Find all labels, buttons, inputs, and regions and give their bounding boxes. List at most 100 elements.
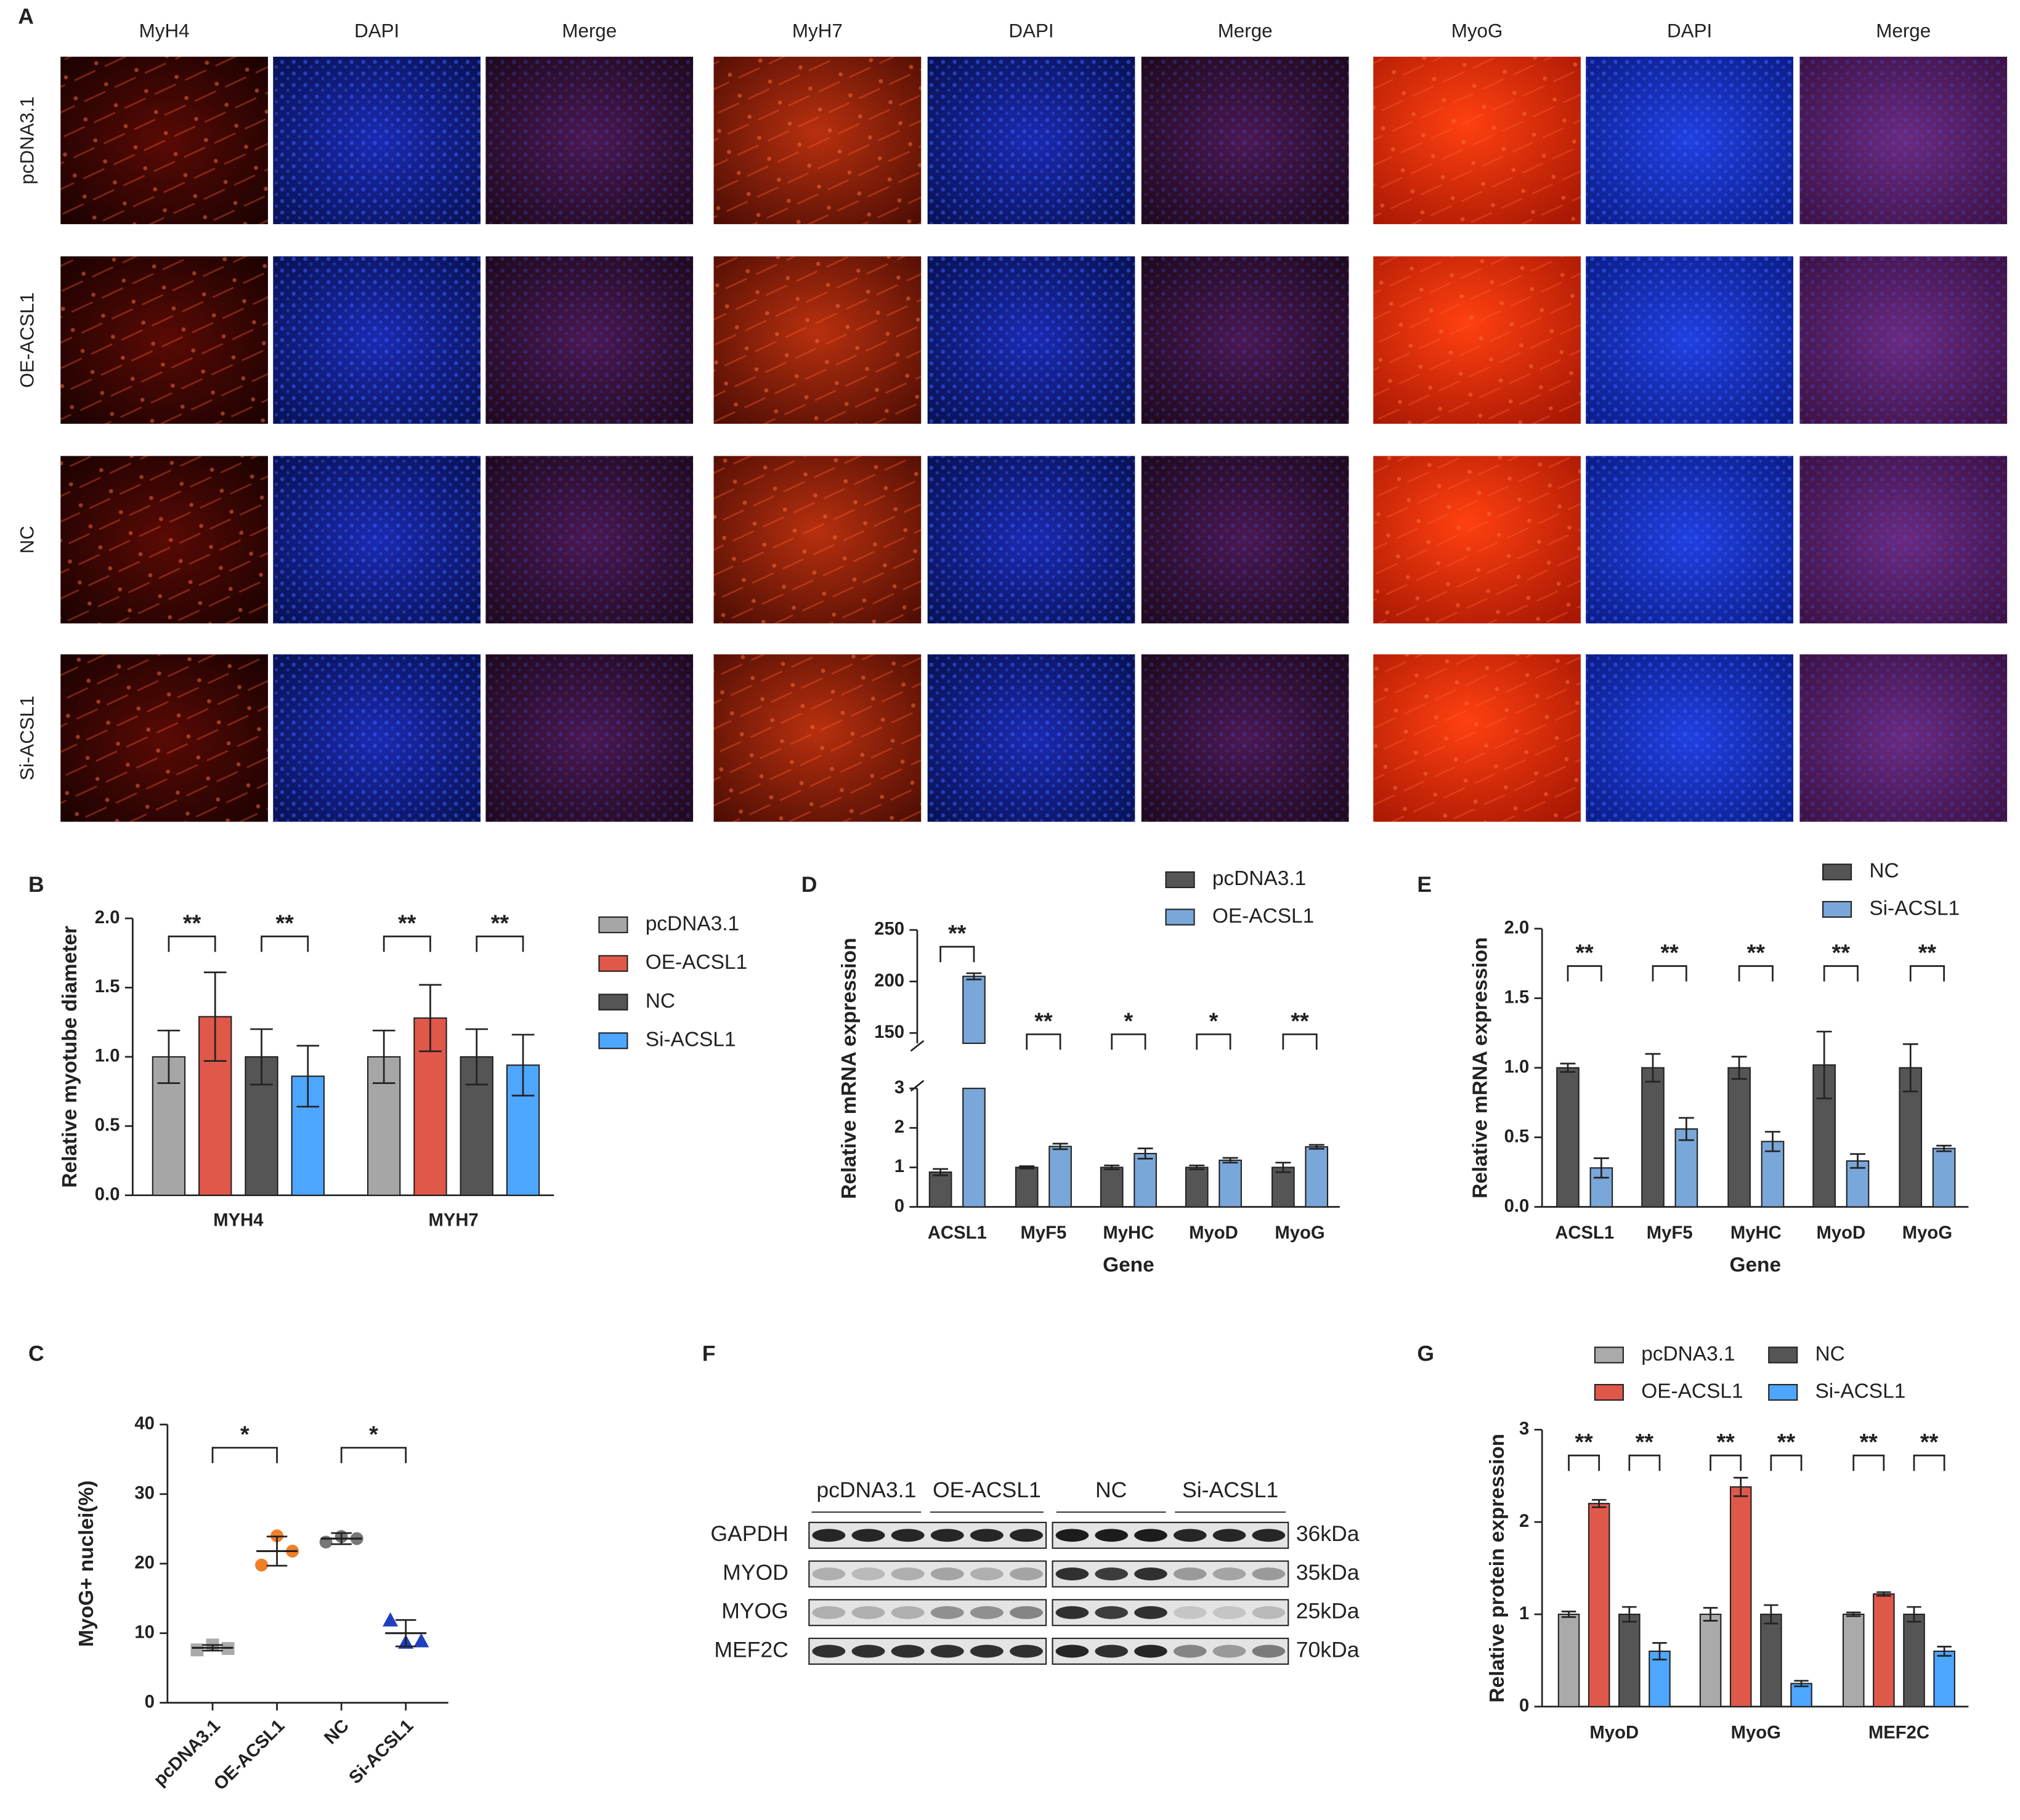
y-axis-label: Relative myotube diameter — [59, 926, 81, 1188]
micrograph-texture — [485, 57, 694, 224]
row-label: pcDNA3.1 — [16, 97, 38, 185]
significance-bracket — [1567, 965, 1602, 982]
error-bar — [157, 1029, 181, 1084]
error-bar — [1591, 1498, 1607, 1508]
blot-size-label: 25kDa — [1296, 1599, 1360, 1624]
legend-swatch — [1822, 900, 1852, 918]
error-bar — [1902, 1043, 1918, 1093]
significance-bracket — [261, 936, 309, 952]
error-bar — [1052, 1143, 1068, 1151]
error-bar — [465, 1028, 489, 1086]
bar — [1933, 1650, 1955, 1707]
bar — [1049, 1146, 1072, 1208]
x-tick-label: Si-ACSL1 — [346, 1716, 418, 1788]
data-point — [319, 1535, 333, 1549]
y-tick-label: 2 — [894, 1117, 904, 1137]
blot-protein-label: GAPDH — [710, 1521, 788, 1546]
error-bar — [1222, 1157, 1238, 1164]
blot-band — [1134, 1606, 1167, 1619]
error-bar — [1846, 1611, 1861, 1617]
legend-label: NC — [1815, 1343, 1844, 1365]
bar — [1588, 1503, 1610, 1707]
y-axis-label: MyoG+ nuclei(%) — [75, 1481, 98, 1647]
error-bar — [1652, 1642, 1667, 1660]
micrograph-texture — [1141, 654, 1349, 822]
blot-group-label: NC — [1095, 1478, 1127, 1502]
blot-band — [1252, 1567, 1286, 1580]
micrograph-texture — [1799, 57, 2008, 224]
y-tick-label: 40 — [134, 1414, 155, 1434]
blot-band — [970, 1606, 1004, 1619]
x-tick-label: MyoG — [1731, 1723, 1781, 1743]
significance-bracket — [1710, 1454, 1742, 1471]
error-bar — [1816, 1030, 1832, 1099]
blot-band — [1095, 1644, 1128, 1658]
x-tick-label: NC — [320, 1716, 353, 1749]
y-tick-label: 3 — [1519, 1419, 1529, 1439]
significance-label: ** — [398, 910, 416, 936]
blot-band — [970, 1529, 1004, 1542]
error-bar — [1137, 1147, 1153, 1160]
significance-label: ** — [1576, 940, 1594, 966]
bar — [1015, 1167, 1039, 1208]
blot-band — [1134, 1644, 1167, 1658]
error-bar — [1765, 1131, 1780, 1152]
blot-group-label: OE-ACSL1 — [933, 1478, 1041, 1502]
error-bar — [1794, 1680, 1809, 1688]
legend-swatch — [1822, 863, 1852, 881]
column-label: MyH7 — [792, 20, 843, 42]
error-bar — [966, 972, 982, 981]
bar — [1557, 1613, 1580, 1707]
micrograph-texture — [273, 654, 481, 822]
x-tick-label: MEF2C — [1868, 1723, 1929, 1743]
micrograph-texture — [1141, 456, 1349, 624]
legend-swatch — [598, 955, 628, 972]
panel-letter: A — [18, 4, 34, 29]
blot-band — [1055, 1606, 1089, 1619]
chart: B 0.0 0.5 1.0 1.5 2.0 Relative myotube diamete… — [28, 872, 747, 1230]
micrograph-texture — [60, 57, 268, 224]
error-bar — [250, 1028, 273, 1086]
legend-swatch — [1594, 1384, 1624, 1401]
error-bar — [331, 1532, 352, 1545]
blot-band — [1173, 1529, 1207, 1542]
micrograph-texture — [273, 256, 481, 424]
significance-label: ** — [1717, 1429, 1735, 1455]
significance-label: ** — [1747, 940, 1766, 966]
column-label: MyH4 — [139, 20, 190, 42]
bar — [1100, 1167, 1124, 1208]
legend-swatch — [598, 916, 628, 934]
legend-label: NC — [1869, 860, 1899, 883]
significance-bracket — [1568, 1454, 1600, 1471]
error-bar — [511, 1033, 535, 1097]
error-bar — [395, 1619, 416, 1648]
significance-label: ** — [1291, 1008, 1309, 1033]
error-bar — [1622, 1606, 1637, 1623]
error-bar — [1764, 1604, 1779, 1625]
column-label: Merge — [562, 20, 617, 42]
significance-bracket — [1026, 1033, 1061, 1050]
error-bar — [1561, 1611, 1576, 1618]
error-bar — [296, 1045, 320, 1108]
micrograph-texture — [927, 256, 1135, 424]
blot-band — [1095, 1606, 1128, 1619]
legend-label: Si-ACSL1 — [646, 1029, 736, 1051]
y-tick-label: 150 — [874, 1022, 904, 1042]
y-axis-label: Relative protein expression — [1486, 1434, 1509, 1703]
data-point — [255, 1558, 268, 1572]
error-bar — [1308, 1144, 1324, 1150]
significance-bracket — [939, 945, 975, 963]
y-tick-label: 0.5 — [95, 1115, 120, 1135]
bar — [1185, 1167, 1209, 1208]
significance-bracket — [1852, 1454, 1885, 1471]
bar — [1272, 1167, 1295, 1208]
y-axis-label: Relative mRNA expression — [1469, 937, 1492, 1199]
significance-bracket — [168, 936, 216, 952]
error-bar — [1731, 1056, 1747, 1080]
legend-swatch — [1768, 1346, 1798, 1364]
micrograph-texture — [927, 57, 1135, 224]
micrograph-texture — [1586, 654, 1793, 822]
y-tick-label: 0.0 — [95, 1184, 120, 1204]
blot-band — [1010, 1606, 1043, 1619]
error-bar — [266, 1535, 288, 1567]
